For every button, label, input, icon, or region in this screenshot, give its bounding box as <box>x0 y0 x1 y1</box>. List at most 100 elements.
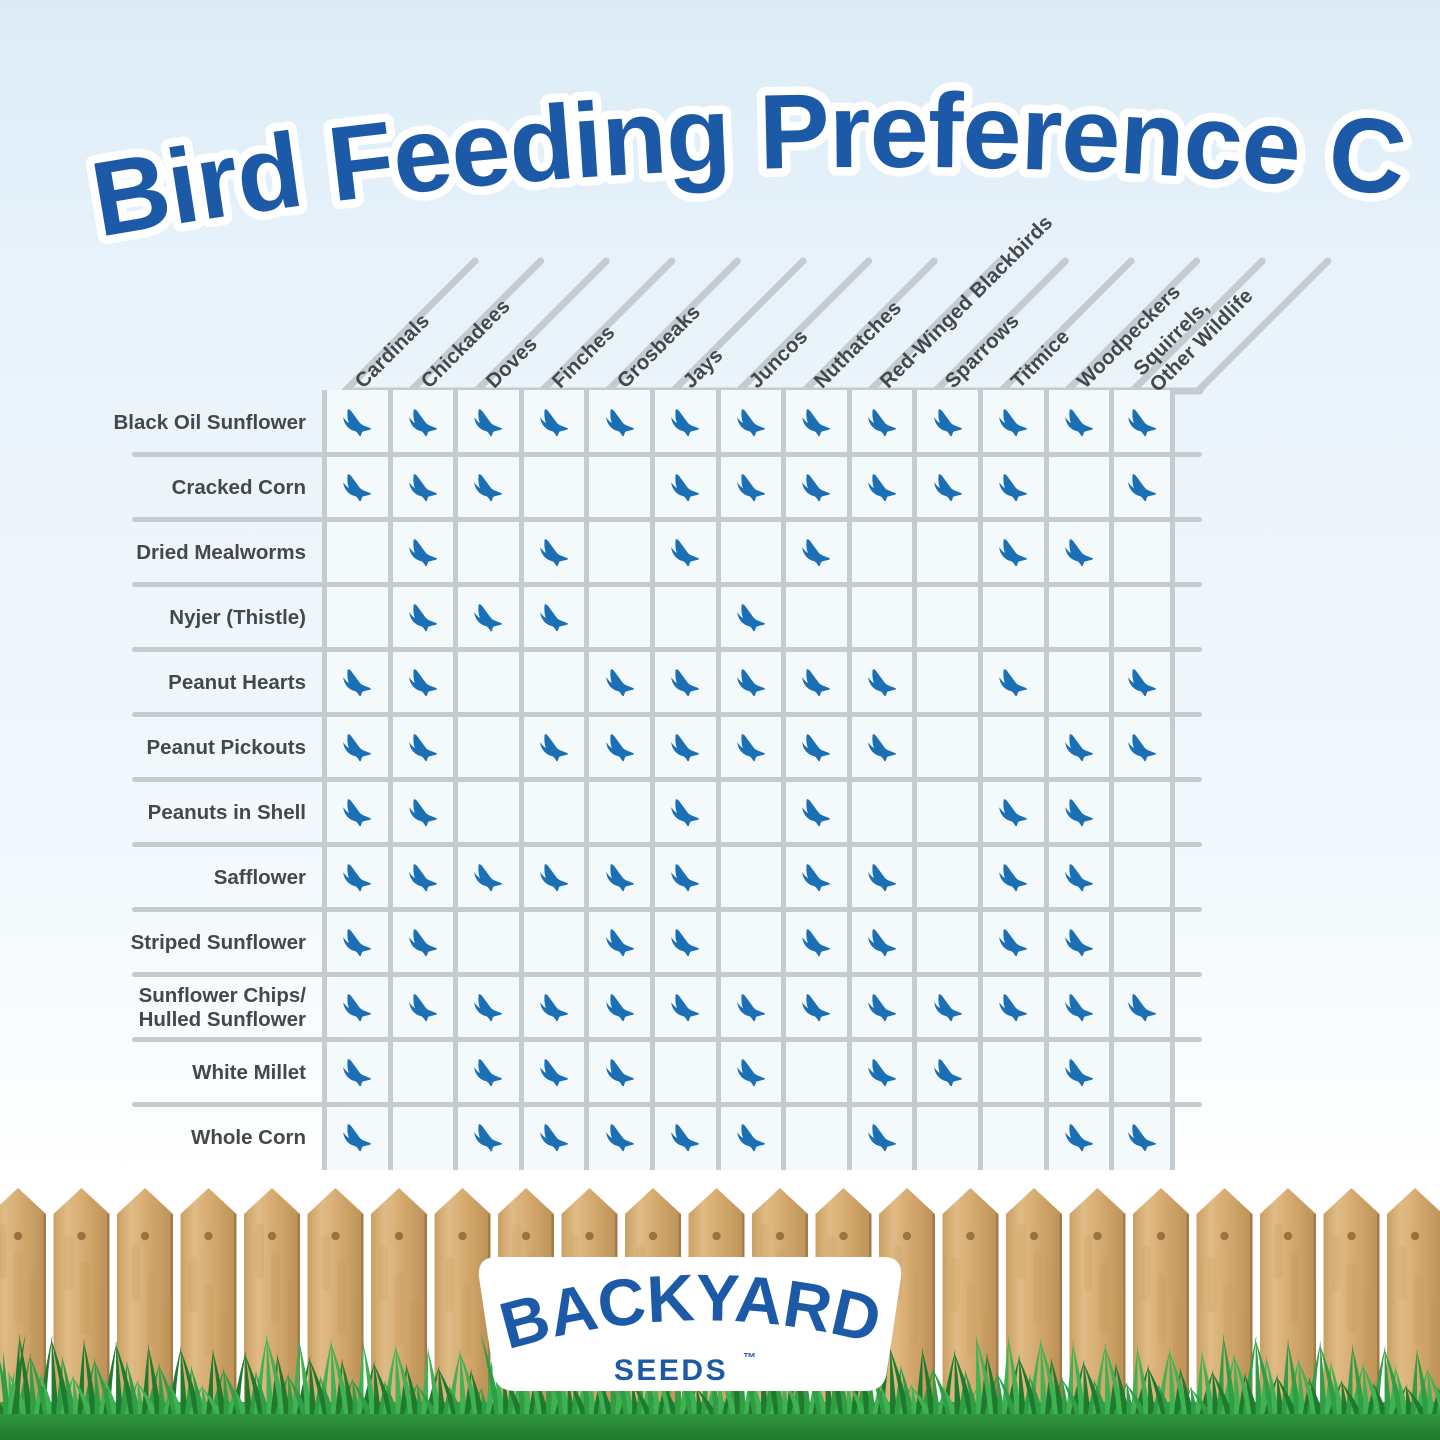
cell-r10-c9[interactable] <box>846 975 913 1040</box>
cell-r3-c2[interactable] <box>387 520 454 585</box>
cell-r7-c6[interactable] <box>649 780 716 845</box>
cell-r6-c2[interactable] <box>387 715 454 780</box>
cell-r9-c9[interactable] <box>846 910 913 975</box>
cell-r8-c5[interactable] <box>584 845 650 910</box>
cell-r8-c2[interactable] <box>387 845 454 910</box>
cell-r10-c1[interactable] <box>322 975 388 1040</box>
cell-r4-c7[interactable] <box>715 585 782 650</box>
cell-r6-c4[interactable] <box>518 715 585 780</box>
cell-r5-c2[interactable] <box>387 650 454 715</box>
cell-r6-c11[interactable] <box>977 715 1044 780</box>
cell-r1-c11[interactable] <box>977 390 1044 455</box>
cell-r10-c6[interactable] <box>649 975 716 1040</box>
cell-r3-c5[interactable] <box>584 520 650 585</box>
cell-r4-c2[interactable] <box>387 585 454 650</box>
cell-r10-c8[interactable] <box>781 975 847 1040</box>
cell-r6-c12[interactable] <box>1043 715 1110 780</box>
cell-r6-c8[interactable] <box>781 715 847 780</box>
cell-r7-c7[interactable] <box>715 780 782 845</box>
cell-r2-c10[interactable] <box>912 455 978 520</box>
cell-r7-c12[interactable] <box>1043 780 1110 845</box>
cell-r5-c6[interactable] <box>649 650 716 715</box>
cell-r4-c5[interactable] <box>584 585 650 650</box>
cell-r7-c13[interactable] <box>1109 780 1175 845</box>
cell-r2-c3[interactable] <box>453 455 519 520</box>
cell-r1-c12[interactable] <box>1043 390 1110 455</box>
cell-r3-c8[interactable] <box>781 520 847 585</box>
cell-r1-c2[interactable] <box>387 390 454 455</box>
cell-r4-c11[interactable] <box>977 585 1044 650</box>
cell-r7-c1[interactable] <box>322 780 388 845</box>
cell-r4-c9[interactable] <box>846 585 913 650</box>
cell-r8-c9[interactable] <box>846 845 913 910</box>
cell-r10-c13[interactable] <box>1109 975 1175 1040</box>
cell-r11-c13[interactable] <box>1109 1040 1175 1105</box>
cell-r4-c4[interactable] <box>518 585 585 650</box>
cell-r10-c4[interactable] <box>518 975 585 1040</box>
cell-r1-c8[interactable] <box>781 390 847 455</box>
cell-r12-c2[interactable] <box>387 1105 454 1170</box>
cell-r9-c7[interactable] <box>715 910 782 975</box>
cell-r10-c7[interactable] <box>715 975 782 1040</box>
cell-r11-c7[interactable] <box>715 1040 782 1105</box>
cell-r1-c6[interactable] <box>649 390 716 455</box>
cell-r8-c13[interactable] <box>1109 845 1175 910</box>
cell-r12-c1[interactable] <box>322 1105 388 1170</box>
cell-r11-c5[interactable] <box>584 1040 650 1105</box>
cell-r3-c11[interactable] <box>977 520 1044 585</box>
cell-r5-c13[interactable] <box>1109 650 1175 715</box>
cell-r4-c3[interactable] <box>453 585 519 650</box>
cell-r2-c7[interactable] <box>715 455 782 520</box>
cell-r5-c3[interactable] <box>453 650 519 715</box>
cell-r6-c13[interactable] <box>1109 715 1175 780</box>
cell-r11-c10[interactable] <box>912 1040 978 1105</box>
cell-r6-c1[interactable] <box>322 715 388 780</box>
cell-r12-c7[interactable] <box>715 1105 782 1170</box>
cell-r9-c13[interactable] <box>1109 910 1175 975</box>
cell-r12-c9[interactable] <box>846 1105 913 1170</box>
cell-r12-c12[interactable] <box>1043 1105 1110 1170</box>
cell-r7-c10[interactable] <box>912 780 978 845</box>
cell-r1-c9[interactable] <box>846 390 913 455</box>
cell-r3-c12[interactable] <box>1043 520 1110 585</box>
cell-r7-c5[interactable] <box>584 780 650 845</box>
cell-r11-c11[interactable] <box>977 1040 1044 1105</box>
cell-r7-c4[interactable] <box>518 780 585 845</box>
cell-r2-c5[interactable] <box>584 455 650 520</box>
cell-r1-c10[interactable] <box>912 390 978 455</box>
cell-r3-c10[interactable] <box>912 520 978 585</box>
cell-r5-c4[interactable] <box>518 650 585 715</box>
cell-r11-c12[interactable] <box>1043 1040 1110 1105</box>
cell-r1-c4[interactable] <box>518 390 585 455</box>
cell-r12-c3[interactable] <box>453 1105 519 1170</box>
cell-r1-c3[interactable] <box>453 390 519 455</box>
cell-r5-c7[interactable] <box>715 650 782 715</box>
cell-r8-c8[interactable] <box>781 845 847 910</box>
cell-r5-c5[interactable] <box>584 650 650 715</box>
cell-r8-c3[interactable] <box>453 845 519 910</box>
cell-r4-c1[interactable] <box>322 585 388 650</box>
cell-r2-c13[interactable] <box>1109 455 1175 520</box>
cell-r1-c7[interactable] <box>715 390 782 455</box>
cell-r12-c13[interactable] <box>1109 1105 1175 1170</box>
cell-r12-c11[interactable] <box>977 1105 1044 1170</box>
cell-r8-c4[interactable] <box>518 845 585 910</box>
cell-r11-c3[interactable] <box>453 1040 519 1105</box>
cell-r2-c4[interactable] <box>518 455 585 520</box>
cell-r10-c12[interactable] <box>1043 975 1110 1040</box>
cell-r12-c10[interactable] <box>912 1105 978 1170</box>
cell-r6-c3[interactable] <box>453 715 519 780</box>
cell-r10-c3[interactable] <box>453 975 519 1040</box>
cell-r7-c9[interactable] <box>846 780 913 845</box>
cell-r2-c1[interactable] <box>322 455 388 520</box>
cell-r11-c9[interactable] <box>846 1040 913 1105</box>
cell-r6-c10[interactable] <box>912 715 978 780</box>
cell-r3-c6[interactable] <box>649 520 716 585</box>
cell-r2-c12[interactable] <box>1043 455 1110 520</box>
cell-r1-c13[interactable] <box>1109 390 1175 455</box>
cell-r12-c4[interactable] <box>518 1105 585 1170</box>
cell-r8-c12[interactable] <box>1043 845 1110 910</box>
cell-r3-c9[interactable] <box>846 520 913 585</box>
cell-r9-c10[interactable] <box>912 910 978 975</box>
cell-r10-c10[interactable] <box>912 975 978 1040</box>
